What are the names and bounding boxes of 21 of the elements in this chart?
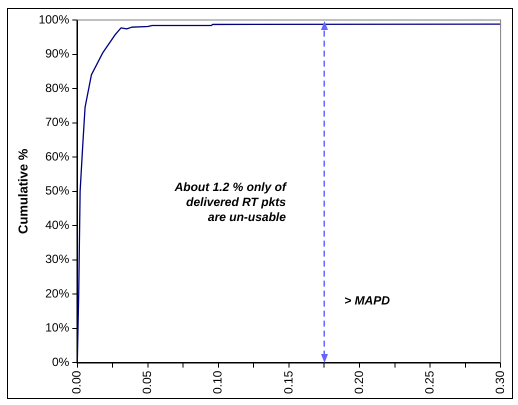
y-tick-label: 100%	[38, 12, 70, 26]
y-tick-label: 30%	[45, 252, 70, 266]
x-tick-label: 0.15	[281, 370, 296, 394]
y-tick-label: 50%	[45, 184, 70, 198]
y-tick-label: 40%	[45, 218, 70, 232]
y-tick-label: 60%	[45, 149, 70, 164]
x-tick-label: 0.30	[492, 370, 507, 394]
x-tick-label: 0.05	[140, 370, 154, 394]
y-axis-title: Cumulative %	[15, 148, 30, 234]
x-tick-label: 0.00	[70, 370, 84, 394]
y-tick-label: 80%	[45, 80, 70, 95]
annotation: About 1.2 % only of delivered RT pkts are un-usable	[174, 180, 287, 224]
y-tick-label: 20%	[45, 286, 70, 300]
y-tick-label: 10%	[45, 320, 70, 335]
x-tick-label: 0.25	[422, 370, 436, 394]
y-tick-label: 90%	[45, 46, 70, 61]
x-tick-label: 0.20	[352, 370, 366, 394]
ref-line-label: > MAPD	[344, 293, 390, 308]
x-tick-label: 0.10	[210, 370, 225, 394]
y-tick-label: 0%	[52, 354, 70, 369]
y-tick-label: 70%	[45, 115, 70, 130]
